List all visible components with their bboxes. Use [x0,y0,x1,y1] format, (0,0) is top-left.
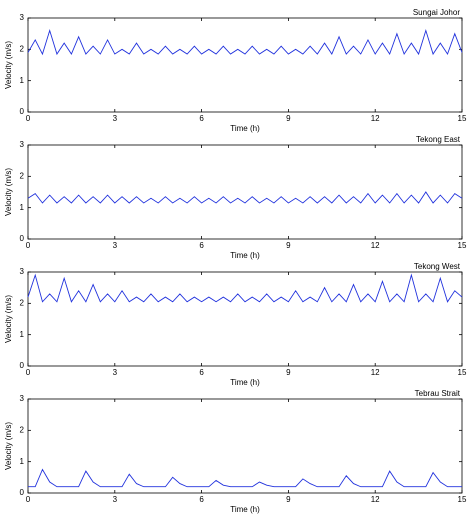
y-axis-label: Velocity (m/s) [4,168,13,216]
y-tick-label: 1 [20,76,25,85]
x-tick-label: 12 [371,114,380,123]
x-tick-label: 0 [26,114,31,123]
plot-frame [27,144,463,240]
x-tick-label: 3 [113,495,118,504]
x-tick-label: 3 [113,368,118,377]
x-tick-label: 12 [371,368,380,377]
x-tick-label: 6 [199,368,204,377]
x-axis-label: Time (h) [230,251,260,260]
x-axis-label: Time (h) [230,378,260,387]
x-tick-label: 15 [458,114,467,123]
panel-title: Tebrau Strait [415,389,461,398]
data-line [27,191,463,204]
data-line [28,468,462,488]
y-tick-label: 0 [20,361,25,370]
y-tick-label: 2 [20,298,25,307]
y-tick-label: 1 [20,330,25,339]
data-line [27,28,463,56]
y-tick-label: 0 [20,488,25,497]
x-tick-label: 15 [458,368,467,377]
panel-title: Tekong West [414,262,461,271]
x-tick-label: 3 [113,114,118,123]
x-tick-label: 0 [26,495,31,504]
x-tick-label: 9 [286,114,291,123]
y-tick-label: 3 [20,13,25,22]
x-tick-label: 12 [371,241,380,250]
y-tick-label: 3 [20,140,25,149]
x-tick-label: 6 [199,495,204,504]
x-tick-label: 15 [458,495,467,504]
y-tick-label: 3 [20,267,25,276]
y-tick-label: 3 [20,394,25,403]
plot-frame [27,271,463,367]
y-tick-label: 2 [20,171,25,180]
y-axis-label: Velocity (m/s) [4,422,13,470]
y-tick-label: 0 [20,234,25,243]
x-tick-label: 3 [113,241,118,250]
y-axis-label: Velocity (m/s) [4,295,13,343]
panel-title: Tekong East [416,135,461,144]
y-tick-label: 0 [20,107,25,116]
y-tick-label: 2 [20,425,25,434]
x-tick-label: 6 [199,114,204,123]
x-tick-label: 6 [199,241,204,250]
x-tick-label: 0 [26,368,31,377]
x-tick-label: 9 [286,495,291,504]
y-tick-label: 1 [20,203,25,212]
y-tick-label: 1 [20,457,25,466]
x-axis-label: Time (h) [230,505,260,514]
x-tick-label: 9 [286,368,291,377]
data-line [27,273,463,303]
x-axis-label: Time (h) [230,124,260,133]
x-tick-label: 15 [458,241,467,250]
y-tick-label: 2 [20,44,25,53]
y-axis-label: Velocity (m/s) [4,41,13,89]
plot-frame [27,398,463,494]
plot-frame [27,17,463,113]
x-tick-label: 12 [371,495,380,504]
panel-title: Sungai Johor [413,8,460,17]
x-tick-label: 0 [26,241,31,250]
x-tick-label: 9 [286,241,291,250]
